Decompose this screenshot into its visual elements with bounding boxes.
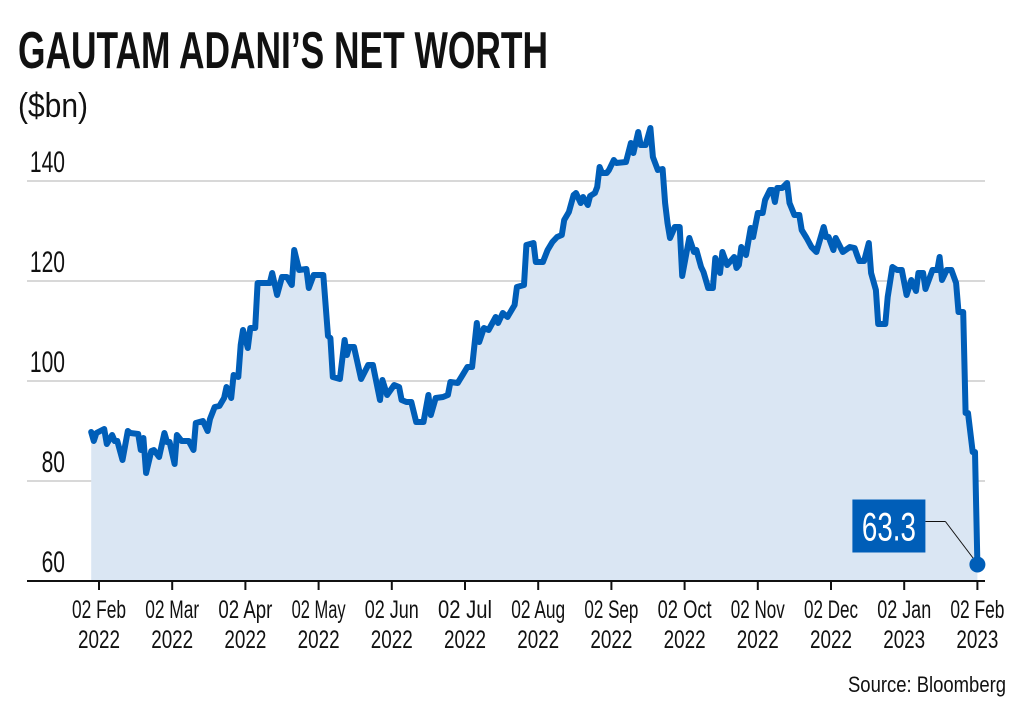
x-tick-label-year: 2022 bbox=[78, 626, 120, 654]
area-fill bbox=[91, 128, 978, 581]
y-tick-label: 120 bbox=[30, 246, 65, 279]
x-tick-label-date: 02 Aug bbox=[511, 596, 565, 624]
x-tick-label-year: 2023 bbox=[883, 626, 925, 654]
x-tick-label-date: 02 Mar bbox=[145, 596, 199, 624]
x-tick-label-year: 2022 bbox=[664, 626, 706, 654]
unit-label: ($bn) bbox=[18, 87, 88, 125]
x-tick-label-date: 02 Jul bbox=[438, 596, 492, 624]
x-tick-label-date: 02 May bbox=[292, 596, 346, 624]
annotation-label: 63.3 bbox=[862, 506, 916, 550]
y-tick-label: 100 bbox=[30, 346, 65, 379]
source-note: Source: Bloomberg bbox=[848, 672, 1006, 697]
x-tick-label-year: 2022 bbox=[737, 626, 779, 654]
x-tick-label-date: 02 Jun bbox=[365, 596, 419, 624]
x-tick-label-date: 02 Apr bbox=[218, 596, 272, 624]
x-tick-label-year: 2022 bbox=[444, 626, 486, 654]
y-tick-label: 80 bbox=[42, 446, 65, 479]
annotation-leader-line bbox=[945, 521, 974, 559]
x-tick-label-year: 2022 bbox=[371, 626, 413, 654]
chart-title: GAUTAM ADANI’S NET WORTH bbox=[18, 22, 548, 80]
x-tick-label-year: 2022 bbox=[517, 626, 559, 654]
y-tick-label: 60 bbox=[42, 546, 65, 579]
x-tick-label-year: 2022 bbox=[298, 626, 340, 654]
annotation-box bbox=[852, 499, 926, 553]
x-tick-label-date: 02 Dec bbox=[804, 596, 858, 624]
value-annotation: 63.3 bbox=[852, 499, 986, 573]
y-tick-label: 140 bbox=[30, 146, 65, 179]
x-tick-label-year: 2022 bbox=[590, 626, 632, 654]
y-axis-labels: 60 80 100 120 140 bbox=[30, 146, 65, 579]
x-tick-label-date: 02 Oct bbox=[658, 596, 712, 624]
x-tick-label-year: 2023 bbox=[956, 626, 998, 654]
x-tick-label-year: 2022 bbox=[151, 626, 193, 654]
x-tick-label-date: 02 Sep bbox=[584, 596, 638, 624]
last-value-dot bbox=[969, 556, 986, 573]
x-tick-label-date: 02 Jan bbox=[877, 596, 931, 624]
x-tick-label-date: 02 Nov bbox=[731, 596, 785, 624]
x-tick-label-date: 02 Feb bbox=[950, 596, 1004, 624]
x-tick-label-date: 02 Feb bbox=[72, 596, 126, 624]
x-tick-label-year: 2022 bbox=[810, 626, 852, 654]
x-tick-label-year: 2022 bbox=[224, 626, 266, 654]
net-worth-line bbox=[88, 125, 981, 568]
